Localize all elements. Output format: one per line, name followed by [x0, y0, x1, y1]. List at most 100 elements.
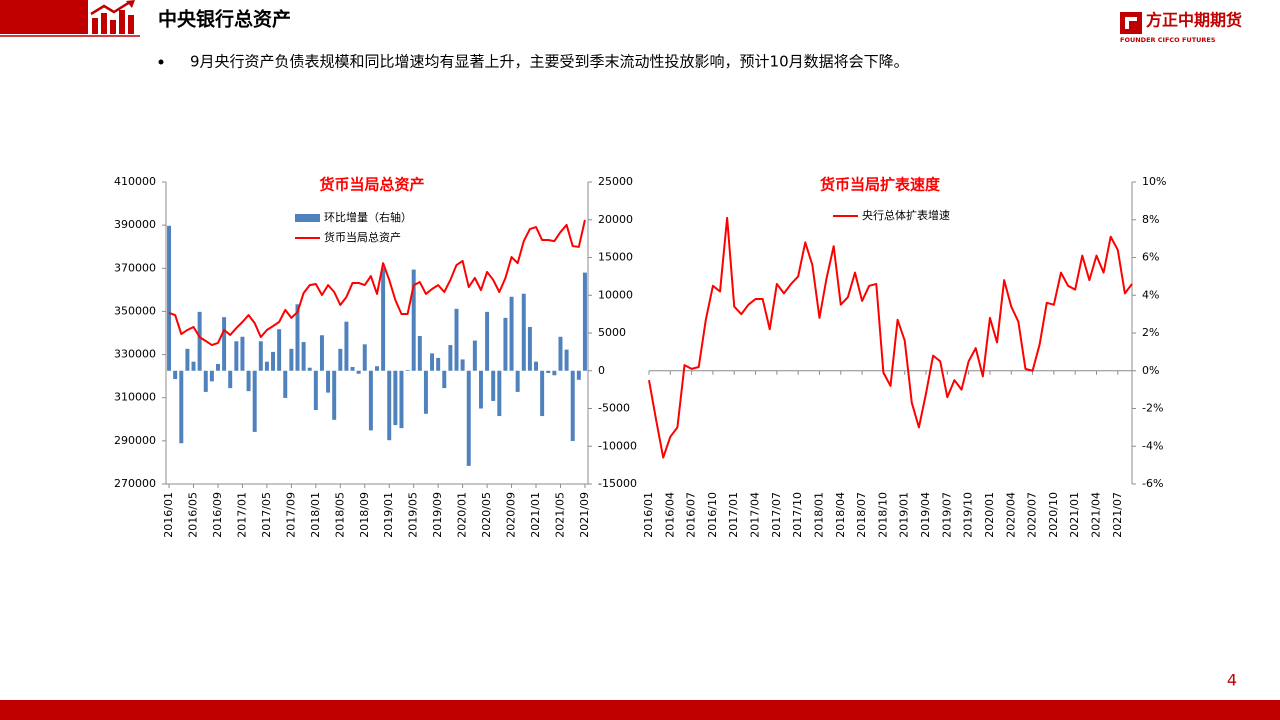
- bar: [240, 336, 245, 371]
- left-tick-label: 390000: [114, 218, 156, 231]
- bar: [546, 370, 551, 374]
- bar: [222, 317, 227, 371]
- x-tick-label: 2018/01: [812, 492, 825, 538]
- bar: [209, 370, 214, 382]
- bar: [509, 296, 514, 371]
- left-tick-label: 410000: [114, 175, 156, 188]
- slide-title: 中央银行总资产: [158, 8, 291, 31]
- bar: [283, 370, 288, 398]
- right-tick-label: -10000: [598, 439, 637, 452]
- bar: [307, 367, 312, 371]
- x-tick-label: 2019/01: [382, 492, 395, 538]
- bar: [197, 311, 202, 371]
- bar: [491, 370, 496, 401]
- bar: [466, 370, 471, 466]
- x-tick-label: 2020/07: [1026, 492, 1039, 538]
- x-tick-label: 2016/01: [642, 492, 655, 538]
- bar: [234, 341, 239, 371]
- bar: [454, 308, 459, 371]
- x-tick-label: 2017/04: [749, 492, 762, 538]
- bar: [362, 344, 367, 371]
- left-tick-label: 310000: [114, 391, 156, 404]
- bar: [258, 341, 263, 371]
- x-tick-label: 2020/04: [1004, 492, 1017, 538]
- bullet-text: 9月央行资产负债表规模和同比增速均有显著上升，主要受到季末流动性投放影响，预计1…: [190, 53, 909, 71]
- bar: [570, 370, 575, 441]
- left-tick-label: 370000: [114, 261, 156, 274]
- x-tick-label: 2020/01: [456, 492, 469, 538]
- right-tick-label: 15000: [598, 251, 633, 264]
- right-tick-label: 20000: [598, 213, 633, 226]
- x-tick-label: 2020/10: [1047, 492, 1060, 538]
- header-band: [0, 0, 88, 34]
- bar: [527, 326, 532, 371]
- logo: 方正中期期货 FOUNDER CIFCO FUTURES: [1120, 11, 1242, 44]
- bar: [319, 335, 324, 371]
- bar: [582, 272, 587, 371]
- right-tick-label: 0: [598, 364, 605, 377]
- chart: 货币当局扩表速度 -6% -4% -2% 0% 2% 4% 6% 8% 10% 2016/01 201…: [642, 175, 1166, 538]
- bar: [552, 370, 557, 376]
- bar: [203, 370, 208, 392]
- x-tick-label: 2017/09: [284, 492, 297, 538]
- bar: [540, 370, 545, 417]
- x-tick-label: 2019/09: [431, 492, 444, 538]
- bar: [356, 370, 361, 374]
- x-tick-label: 2016/05: [187, 492, 200, 538]
- chart-title: 货币当局总资产: [319, 175, 424, 193]
- bar: [534, 361, 539, 371]
- bar: [375, 366, 379, 371]
- bar: [277, 329, 282, 371]
- bar: [515, 370, 520, 392]
- chart-title: 货币当局扩表速度: [820, 175, 941, 193]
- bar: [338, 348, 343, 371]
- bar: [558, 336, 563, 371]
- x-tick-label: 2019/04: [919, 492, 932, 538]
- bar: [442, 370, 447, 389]
- logo-subtitle: FOUNDER CIFCO FUTURES: [1120, 36, 1216, 44]
- bar: [448, 345, 453, 371]
- right-tick-label: 10%: [1142, 175, 1166, 188]
- x-tick-label: 2016/09: [211, 492, 224, 538]
- x-tick-label: 2018/09: [358, 492, 371, 538]
- right-tick-label: 4%: [1142, 288, 1159, 301]
- x-tick-label: 2017/10: [791, 492, 804, 538]
- x-tick-label: 2021/09: [578, 492, 591, 538]
- x-tick-label: 2017/05: [260, 492, 273, 538]
- x-tick-label: 2017/01: [235, 492, 248, 538]
- chart: 货币当局总资产 270000 290000 310000 330000 350000 370…: [114, 175, 637, 538]
- x-tick-label: 2018/01: [309, 492, 322, 538]
- bar: [368, 370, 373, 431]
- right-tick-label: -6%: [1142, 477, 1163, 490]
- x-tick-label: 2018/07: [855, 492, 868, 538]
- bar: [332, 370, 337, 420]
- bullet-dot: [158, 59, 164, 65]
- bar: [564, 349, 569, 371]
- bar: [393, 370, 398, 426]
- bar: [405, 369, 410, 371]
- bar: [436, 357, 441, 371]
- bar: [228, 370, 233, 389]
- x-tick-label: 2021/01: [529, 492, 542, 538]
- x-tick-label: 2017/01: [727, 492, 740, 538]
- bar: [485, 311, 490, 371]
- x-tick-label: 2021/05: [553, 492, 566, 538]
- x-tick-label: 2016/04: [663, 492, 676, 538]
- x-tick-label: 2019/05: [407, 492, 420, 538]
- bar: [344, 321, 349, 371]
- bar: [423, 370, 428, 414]
- x-tick-label: 2016/07: [685, 492, 698, 538]
- bar: [289, 348, 294, 371]
- right-tick-label: 25000: [598, 175, 633, 188]
- right-tick-label: 2%: [1142, 326, 1159, 339]
- legend-swatch: [295, 214, 320, 222]
- right-tick-label: 10000: [598, 288, 633, 301]
- x-tick-label: 2018/04: [834, 492, 847, 538]
- bar: [381, 268, 386, 371]
- bar: [472, 340, 477, 371]
- logo-name: 方正中期期货: [1146, 11, 1242, 30]
- bar: [503, 317, 508, 371]
- left-tick-label: 350000: [114, 304, 156, 317]
- left-tick-label: 330000: [114, 348, 156, 361]
